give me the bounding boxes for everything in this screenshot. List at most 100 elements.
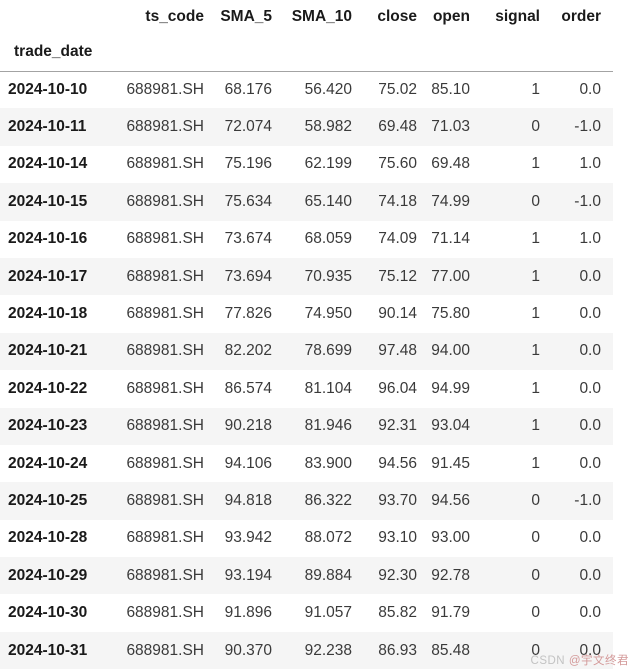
index-row-blank-cell bbox=[482, 33, 552, 72]
cell-signal: 0 bbox=[531, 641, 540, 659]
column-header-close: close bbox=[377, 7, 417, 25]
table-row: 2024-10-17 688981.SH 73.694 70.935 75.12 77.0… bbox=[0, 257, 613, 296]
cell-close: 92.31 bbox=[378, 417, 417, 435]
cell-open: 94.00 bbox=[431, 342, 470, 360]
cell-ts_code: 688981.SH bbox=[126, 230, 204, 248]
cell-close: 74.18 bbox=[378, 192, 417, 210]
cell-open: 93.04 bbox=[431, 417, 470, 435]
table-row: 2024-10-24 688981.SH 94.106 83.900 94.56 91.4… bbox=[0, 445, 613, 482]
cell-close: 96.04 bbox=[378, 379, 417, 397]
row-index-trade-date: 2024-10-25 bbox=[8, 491, 88, 509]
cell-order: 0.0 bbox=[579, 267, 601, 285]
column-header-signal: signal bbox=[495, 7, 540, 25]
index-row-blank-cell bbox=[364, 33, 429, 72]
cell-sma_5: 93.942 bbox=[224, 529, 272, 547]
cell-signal: 0 bbox=[531, 566, 540, 584]
row-index-trade-date: 2024-10-14 bbox=[8, 155, 88, 173]
table-row: 2024-10-30 688981.SH 91.896 91.057 85.82 91.7… bbox=[0, 594, 613, 631]
row-index-trade-date: 2024-10-24 bbox=[8, 454, 88, 472]
cell-ts_code: 688981.SH bbox=[126, 192, 204, 210]
index-name-row: trade_date bbox=[0, 33, 613, 72]
cell-open: 75.80 bbox=[431, 305, 470, 323]
cell-signal: 0 bbox=[531, 604, 540, 622]
column-header-ts_code: ts_code bbox=[145, 7, 204, 25]
cell-sma_5: 94.818 bbox=[224, 491, 272, 509]
cell-ts_code: 688981.SH bbox=[126, 80, 204, 98]
cell-open: 94.99 bbox=[431, 379, 470, 397]
row-index-trade-date: 2024-10-15 bbox=[8, 192, 88, 210]
index-row-blank-cell bbox=[552, 33, 613, 72]
column-header-sma_10: SMA_10 bbox=[291, 7, 352, 25]
table-row: 2024-10-22 688981.SH 86.574 81.104 96.04 94.9… bbox=[0, 370, 613, 407]
cell-signal: 0 bbox=[531, 491, 540, 509]
cell-order: 0.0 bbox=[579, 417, 601, 435]
cell-open: 74.99 bbox=[431, 192, 470, 210]
table-row: 2024-10-18 688981.SH 77.826 74.950 90.14 75.8… bbox=[0, 295, 613, 332]
cell-signal: 1 bbox=[531, 230, 540, 248]
cell-order: -1.0 bbox=[574, 192, 601, 210]
cell-signal: 0 bbox=[531, 529, 540, 547]
table-row: 2024-10-28 688981.SH 93.942 88.072 93.10 93.0… bbox=[0, 520, 613, 557]
cell-ts_code: 688981.SH bbox=[126, 342, 204, 360]
column-header-row: ts_code SMA_5 SMA_10 close open signal order bbox=[0, 0, 613, 33]
cell-signal: 1 bbox=[531, 454, 540, 472]
cell-close: 92.30 bbox=[378, 566, 417, 584]
cell-close: 75.60 bbox=[378, 155, 417, 173]
cell-sma_5: 72.074 bbox=[224, 118, 272, 136]
cell-ts_code: 688981.SH bbox=[126, 641, 204, 659]
cell-sma_10: 81.946 bbox=[304, 417, 352, 435]
cell-order: 0.0 bbox=[579, 454, 601, 472]
cell-sma_5: 68.176 bbox=[224, 80, 272, 98]
table-row: 2024-10-10 688981.SH 68.176 56.420 75.02 85.1… bbox=[0, 71, 613, 108]
cell-sma_5: 75.196 bbox=[224, 155, 272, 173]
table-row: 2024-10-23 688981.SH 90.218 81.946 92.31 93.0… bbox=[0, 407, 613, 445]
cell-signal: 1 bbox=[531, 379, 540, 397]
cell-sma_10: 56.420 bbox=[304, 80, 352, 98]
index-row-blank-cell bbox=[284, 33, 364, 72]
cell-sma_10: 58.982 bbox=[304, 118, 352, 136]
cell-close: 85.82 bbox=[378, 604, 417, 622]
row-index-trade-date: 2024-10-29 bbox=[8, 566, 88, 584]
column-header-sma_5: SMA_5 bbox=[220, 7, 272, 25]
cell-signal: 1 bbox=[531, 80, 540, 98]
cell-sma_10: 91.057 bbox=[304, 604, 352, 622]
cell-signal: 1 bbox=[531, 155, 540, 173]
index-name-label: trade_date bbox=[0, 33, 117, 72]
cell-sma_10: 89.884 bbox=[304, 566, 352, 584]
cell-ts_code: 688981.SH bbox=[126, 118, 204, 136]
cell-open: 94.56 bbox=[431, 491, 470, 509]
table-row: 2024-10-21 688981.SH 82.202 78.699 97.48 94.0… bbox=[0, 332, 613, 371]
cell-sma_10: 88.072 bbox=[304, 529, 352, 547]
cell-close: 94.56 bbox=[378, 454, 417, 472]
cell-ts_code: 688981.SH bbox=[126, 305, 204, 323]
column-header-open: open bbox=[432, 7, 470, 25]
index-row-blank-cell bbox=[429, 33, 482, 72]
table-row: 2024-10-11 688981.SH 72.074 58.982 69.48 71.0… bbox=[0, 108, 613, 146]
cell-open: 85.10 bbox=[431, 80, 470, 98]
cell-order: 0.0 bbox=[579, 604, 601, 622]
row-index-trade-date: 2024-10-17 bbox=[8, 267, 88, 285]
cell-ts_code: 688981.SH bbox=[126, 529, 204, 547]
cell-sma_5: 90.370 bbox=[224, 641, 272, 659]
cell-order: 0.0 bbox=[579, 342, 601, 360]
cell-open: 77.00 bbox=[431, 267, 470, 285]
cell-ts_code: 688981.SH bbox=[126, 267, 204, 285]
cell-sma_10: 81.104 bbox=[304, 379, 352, 397]
cell-order: 0.0 bbox=[579, 305, 601, 323]
cell-order: -1.0 bbox=[574, 118, 601, 136]
cell-open: 91.45 bbox=[431, 454, 470, 472]
cell-ts_code: 688981.SH bbox=[126, 566, 204, 584]
cell-open: 91.79 bbox=[431, 604, 470, 622]
row-index-trade-date: 2024-10-22 bbox=[8, 379, 88, 397]
cell-open: 71.03 bbox=[431, 118, 470, 136]
cell-sma_5: 93.194 bbox=[224, 566, 272, 584]
cell-open: 93.00 bbox=[431, 529, 470, 547]
index-placeholder-cell bbox=[0, 0, 117, 33]
row-index-trade-date: 2024-10-30 bbox=[8, 604, 88, 622]
cell-sma_10: 68.059 bbox=[304, 230, 352, 248]
cell-close: 97.48 bbox=[378, 342, 417, 360]
index-row-blank-cell bbox=[117, 33, 216, 72]
cell-sma_5: 73.694 bbox=[224, 267, 272, 285]
cell-sma_5: 77.826 bbox=[224, 305, 272, 323]
